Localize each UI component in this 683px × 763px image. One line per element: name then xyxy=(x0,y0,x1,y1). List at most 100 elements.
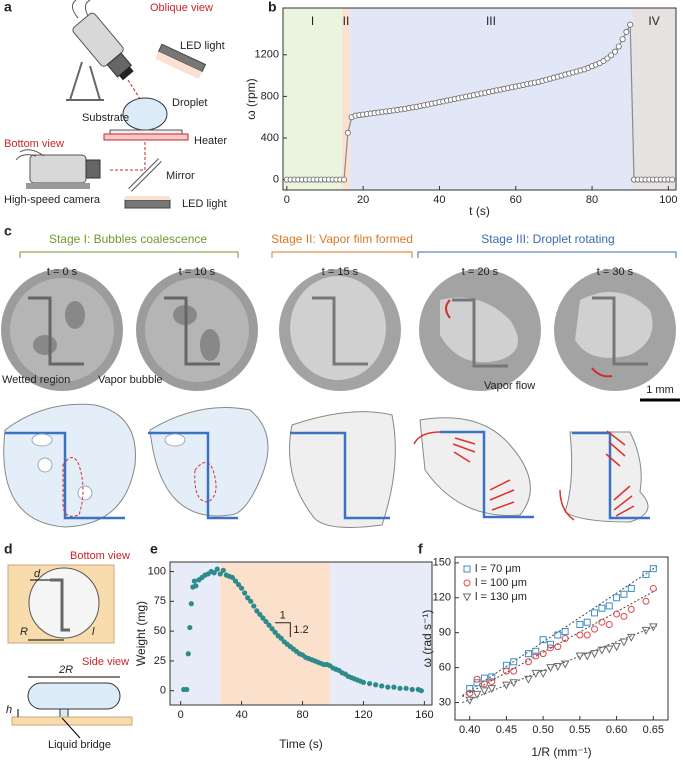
marker xyxy=(605,602,613,610)
label: Vapor flow xyxy=(484,380,535,392)
marker xyxy=(561,635,569,642)
label: R xyxy=(20,626,28,638)
marker xyxy=(623,28,630,35)
label: Substrate xyxy=(82,112,129,124)
time-label: t = 30 s xyxy=(597,266,634,278)
legend-label: l = 70 μm xyxy=(475,563,521,575)
camera-top xyxy=(72,12,134,81)
panel-label: f xyxy=(418,541,423,557)
marker xyxy=(242,590,248,596)
marker xyxy=(642,570,650,578)
label: Vapor bubble xyxy=(98,374,163,386)
stage-title: Stage III: Droplet rotating xyxy=(481,232,614,246)
region xyxy=(342,8,350,190)
time-label: t = 15 s xyxy=(322,266,359,278)
marker xyxy=(620,612,628,620)
marker xyxy=(615,43,622,50)
annotation: 1 xyxy=(280,610,286,622)
marker xyxy=(257,611,263,618)
marker xyxy=(613,610,621,618)
marker xyxy=(524,658,532,666)
marker xyxy=(344,129,351,136)
marker xyxy=(272,629,278,635)
marker xyxy=(620,590,628,598)
geometry-diagram xyxy=(7,564,133,739)
schematics xyxy=(3,403,650,528)
marker xyxy=(263,618,269,625)
label: Liquid bridge xyxy=(48,739,111,751)
legend-marker xyxy=(462,593,472,602)
x-tick-label: 100 xyxy=(659,194,677,206)
x-tick-label: 60 xyxy=(510,194,522,206)
label: l xyxy=(92,626,95,638)
marker xyxy=(546,664,555,673)
y-tick-label: 75 xyxy=(154,595,166,607)
marker xyxy=(524,650,532,658)
marker xyxy=(191,578,197,584)
marker xyxy=(604,645,614,654)
x-tick-label: 160 xyxy=(415,709,433,721)
legend-label: l = 130 μm xyxy=(475,591,527,603)
marker xyxy=(473,679,481,687)
x-tick-label: 120 xyxy=(354,709,372,721)
region xyxy=(283,8,343,190)
marker xyxy=(254,608,260,614)
fit-line xyxy=(462,625,658,704)
x-tick-label: 0.55 xyxy=(569,724,590,736)
y-tick-label: 120 xyxy=(433,592,451,604)
marker xyxy=(649,584,657,592)
marker xyxy=(532,652,540,660)
marker xyxy=(575,652,585,661)
time-label: t = 0 s xyxy=(47,266,78,278)
marker xyxy=(266,622,272,628)
marker xyxy=(480,687,489,696)
marker xyxy=(583,618,591,626)
photos xyxy=(1,269,680,402)
marker xyxy=(604,55,611,62)
marker xyxy=(597,646,607,655)
marker xyxy=(502,681,511,690)
panel-label: d xyxy=(4,541,13,557)
marker xyxy=(598,604,606,612)
x-tick-label: 80 xyxy=(586,194,598,206)
y-tick-label: 800 xyxy=(261,90,279,102)
marker xyxy=(373,682,379,688)
marker xyxy=(591,625,599,633)
marker xyxy=(538,669,548,678)
marker xyxy=(583,631,591,639)
marker xyxy=(184,686,190,693)
label: LED light xyxy=(182,198,227,210)
marker xyxy=(649,565,657,573)
marker xyxy=(465,696,475,705)
marker xyxy=(385,684,391,690)
marker xyxy=(554,631,562,639)
label: Oblique view xyxy=(150,2,213,14)
label: Droplet xyxy=(172,97,207,109)
marker xyxy=(531,669,541,678)
marker xyxy=(211,570,217,576)
marker xyxy=(188,601,194,607)
marker xyxy=(488,673,496,681)
x-axis-title: Time (s) xyxy=(279,737,323,751)
y-tick-label: 150 xyxy=(433,557,451,569)
marker xyxy=(487,685,497,694)
legend-label: l = 100 μm xyxy=(475,577,527,589)
plot-frame xyxy=(454,556,669,721)
marker xyxy=(576,621,584,629)
marker xyxy=(185,651,191,657)
label: High-speed camera xyxy=(4,194,101,206)
plot-frame xyxy=(169,561,433,706)
marker xyxy=(187,624,193,631)
marker xyxy=(554,643,562,651)
fit-line xyxy=(462,565,658,696)
marker xyxy=(235,582,242,588)
x-tick-label: 0.40 xyxy=(459,724,480,736)
marker xyxy=(229,574,236,581)
y-tick-label: 0 xyxy=(160,685,166,697)
label: h xyxy=(6,704,12,716)
marker xyxy=(391,684,397,690)
y-tick-label: 50 xyxy=(154,625,166,637)
x-tick-label: 0 xyxy=(284,194,290,206)
region-label: IV xyxy=(648,14,659,28)
y-tick-label: 0 xyxy=(273,174,279,186)
